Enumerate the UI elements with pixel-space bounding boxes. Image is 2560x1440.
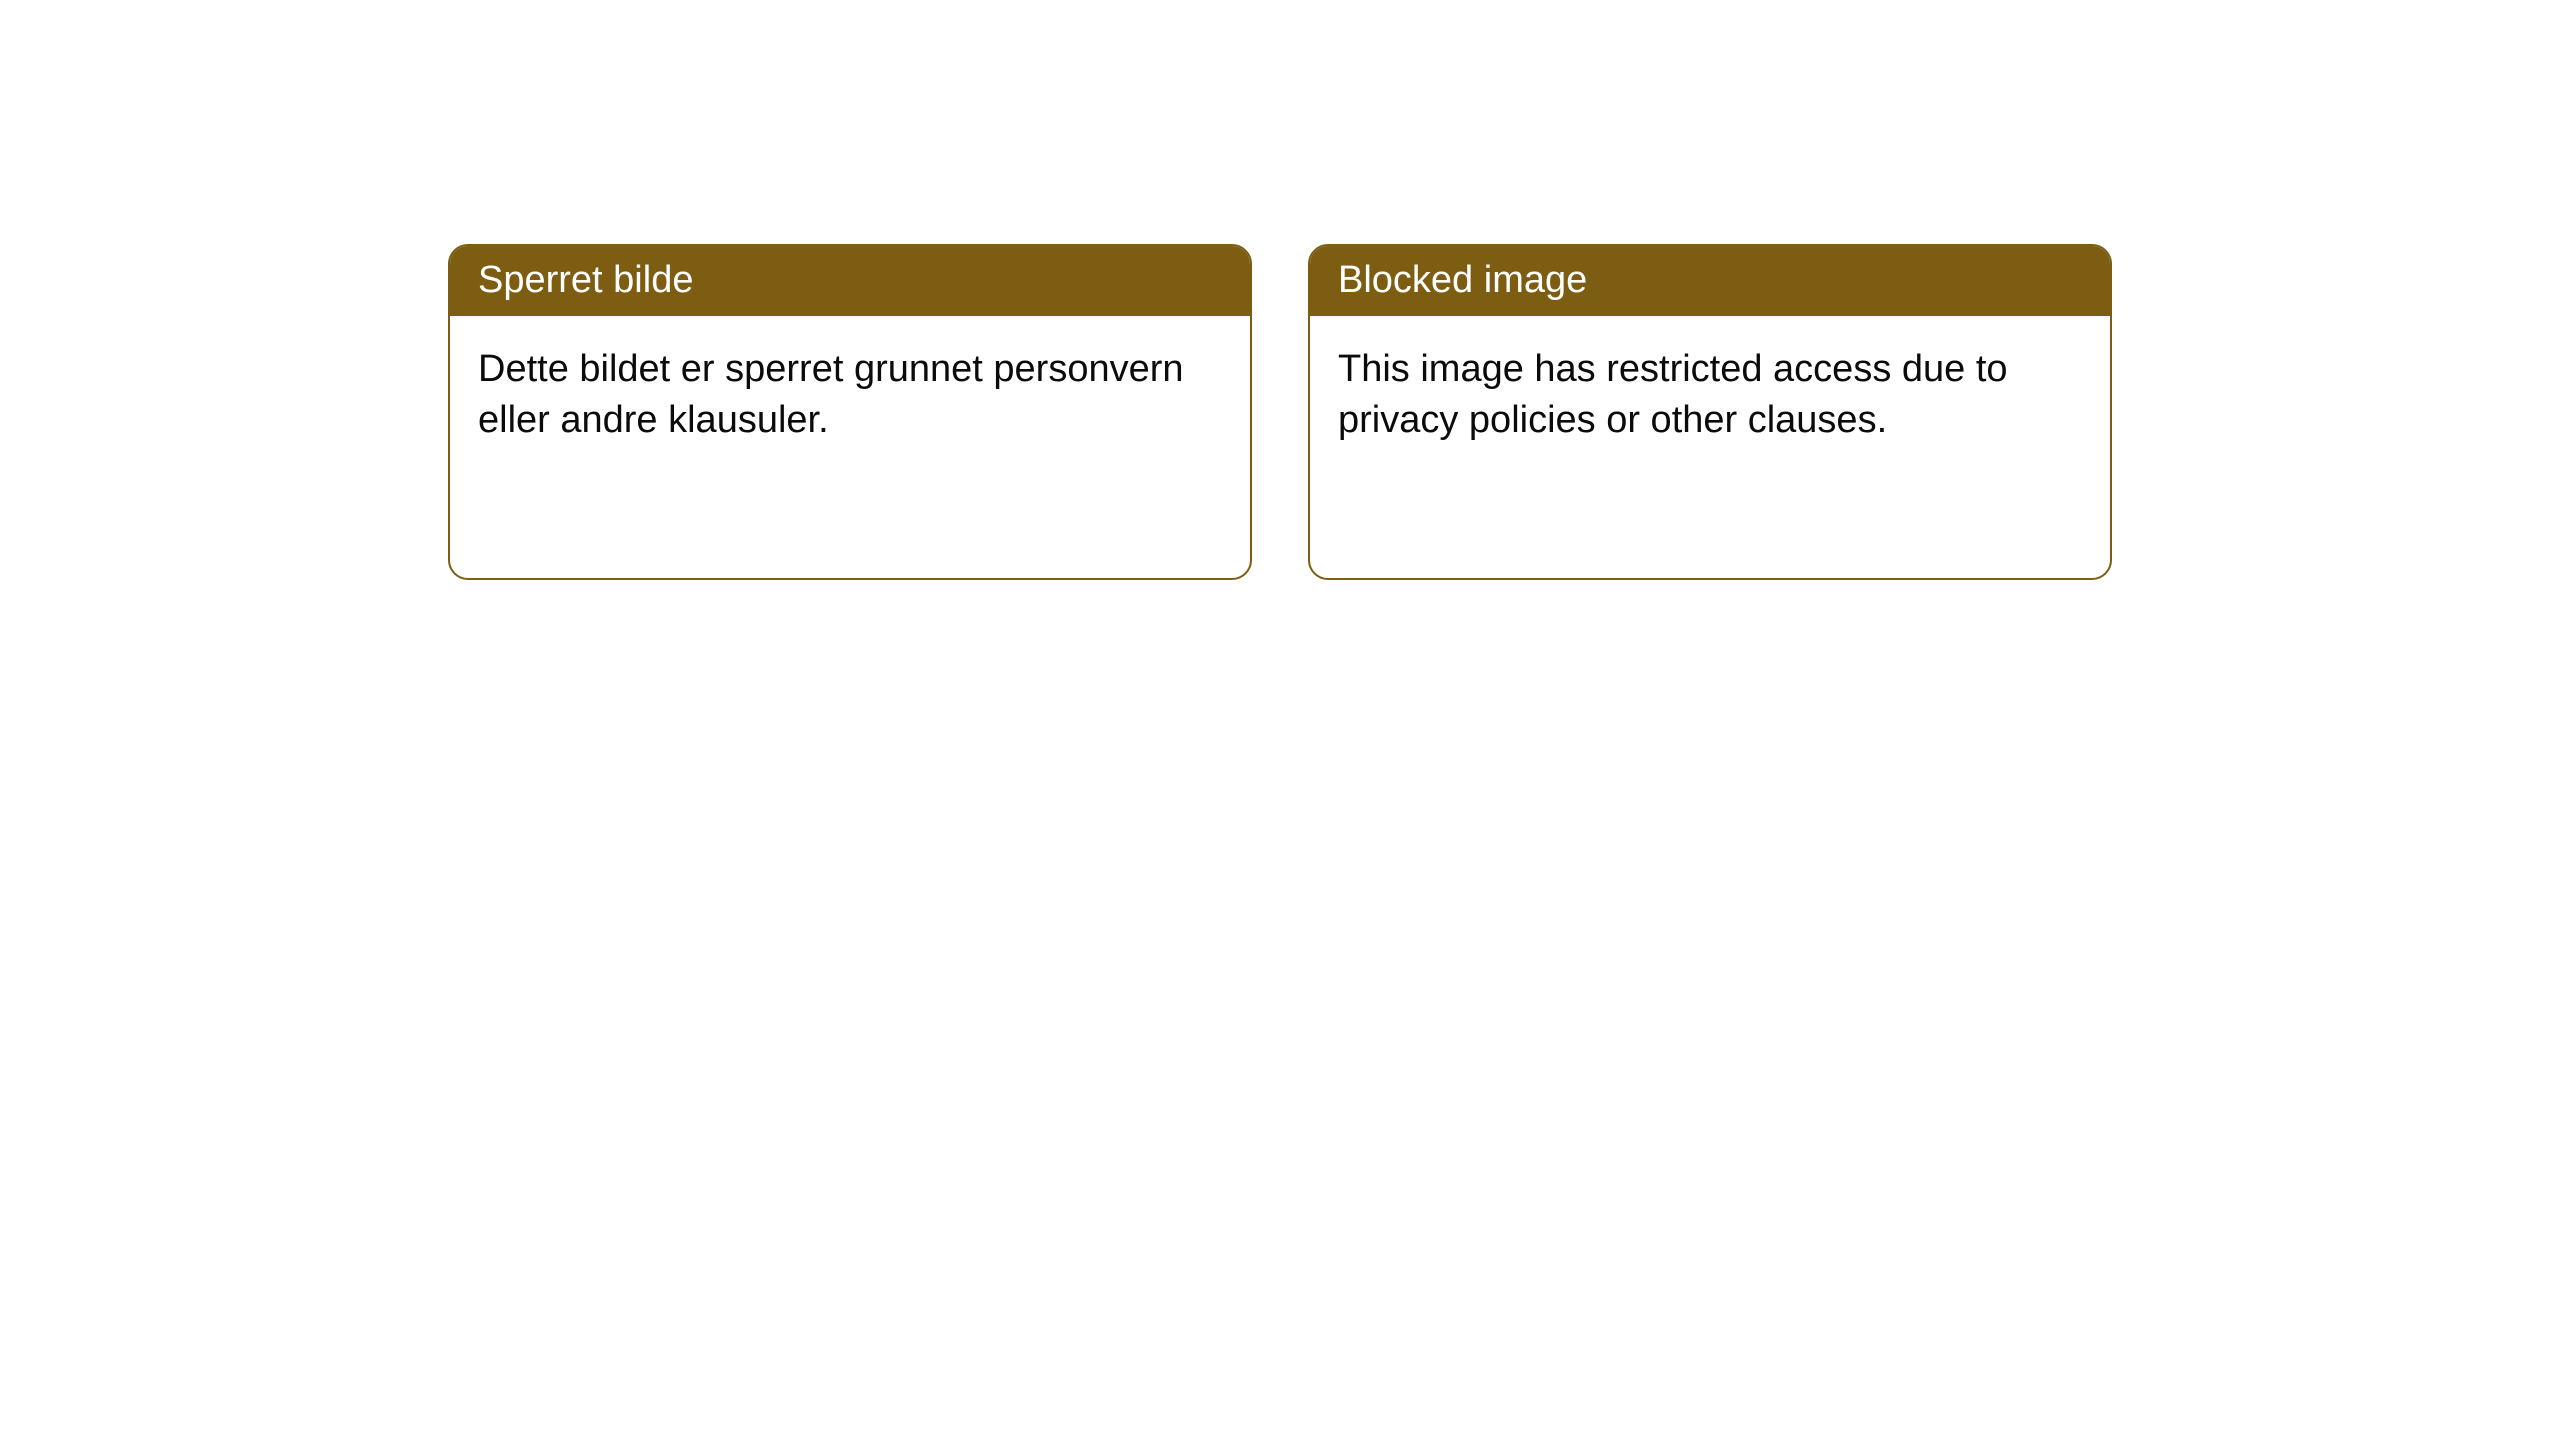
card-body-en: This image has restricted access due to … <box>1310 316 2110 475</box>
blocked-image-card-en: Blocked image This image has restricted … <box>1308 244 2112 580</box>
card-title-en: Blocked image <box>1310 246 2110 316</box>
card-body-no: Dette bildet er sperret grunnet personve… <box>450 316 1250 475</box>
card-title-no: Sperret bilde <box>450 246 1250 316</box>
blocked-image-notice-container: Sperret bilde Dette bildet er sperret gr… <box>0 0 2560 580</box>
blocked-image-card-no: Sperret bilde Dette bildet er sperret gr… <box>448 244 1252 580</box>
